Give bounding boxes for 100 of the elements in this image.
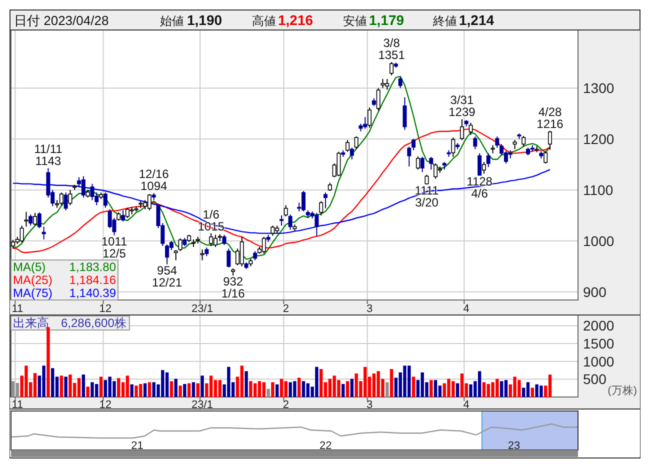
candlestick bbox=[174, 250, 178, 261]
bar bbox=[548, 374, 552, 397]
bar bbox=[130, 384, 134, 397]
y-tick-label: 2000 bbox=[583, 318, 614, 334]
bar bbox=[178, 386, 182, 397]
candlestick bbox=[64, 192, 68, 211]
candlestick bbox=[368, 106, 372, 128]
candlestick bbox=[253, 250, 258, 261]
annotation: 12/16 1094 bbox=[138, 167, 170, 194]
candlestick bbox=[429, 156, 434, 170]
bar bbox=[434, 380, 438, 397]
annotation: 932 1/16 bbox=[221, 274, 246, 301]
annotation: 1128 4/6 bbox=[466, 174, 493, 201]
candlestick bbox=[478, 152, 482, 176]
bar bbox=[271, 382, 274, 397]
candlestick bbox=[402, 96, 407, 130]
x-tick-label: 2 bbox=[282, 399, 289, 411]
candlestick bbox=[200, 249, 204, 261]
bar bbox=[64, 376, 68, 397]
bar bbox=[460, 373, 464, 397]
x-tick-label: 23/1 bbox=[192, 303, 213, 315]
bar bbox=[504, 380, 508, 397]
bar bbox=[244, 371, 248, 397]
x-tick-label: 3 bbox=[366, 399, 373, 411]
candlestick bbox=[390, 62, 394, 76]
bar bbox=[526, 382, 530, 397]
candlestick bbox=[416, 156, 420, 170]
x-tick-label: 22 bbox=[319, 440, 332, 452]
x-tick-label: 11 bbox=[12, 399, 24, 411]
bar bbox=[430, 380, 433, 397]
bar bbox=[262, 382, 266, 397]
bar bbox=[372, 373, 376, 397]
bar bbox=[276, 384, 279, 397]
y-tick-label: 1300 bbox=[583, 80, 614, 96]
bar bbox=[60, 376, 64, 397]
y-axis-title: (万株) bbox=[608, 384, 637, 397]
candlestick bbox=[451, 136, 456, 158]
bar bbox=[86, 386, 90, 397]
x-tick-label: 11 bbox=[12, 303, 24, 315]
text: 1,216 bbox=[278, 12, 314, 28]
text: 安値 bbox=[343, 14, 367, 28]
candlestick bbox=[42, 226, 46, 240]
x-tick-label: 23 bbox=[508, 440, 520, 452]
bar bbox=[249, 381, 252, 397]
candlestick bbox=[20, 225, 24, 243]
candlestick bbox=[522, 135, 526, 148]
candlestick bbox=[59, 192, 64, 206]
candlestick bbox=[336, 151, 341, 177]
bar bbox=[183, 384, 186, 397]
text: 終値 bbox=[432, 14, 457, 28]
y-tick-label: 900 bbox=[583, 284, 607, 300]
y-tick-label: 1500 bbox=[583, 336, 614, 352]
bar bbox=[478, 371, 482, 397]
candlestick bbox=[350, 147, 354, 160]
x-tick-label: 4 bbox=[463, 303, 470, 315]
candlestick bbox=[424, 174, 429, 185]
candlestick bbox=[240, 236, 244, 267]
x-tick-label: 12 bbox=[99, 303, 112, 315]
text: 1,214 bbox=[459, 12, 494, 28]
bar bbox=[284, 381, 288, 397]
bar bbox=[346, 381, 350, 397]
bar bbox=[11, 381, 15, 397]
candlestick bbox=[24, 211, 28, 228]
bar bbox=[200, 376, 204, 397]
bar bbox=[412, 376, 416, 397]
candlestick bbox=[284, 204, 288, 217]
text: 1,190 bbox=[187, 12, 222, 28]
x-tick-label: 21 bbox=[131, 440, 144, 452]
bar bbox=[143, 383, 147, 397]
bar bbox=[90, 382, 94, 397]
candlestick bbox=[482, 161, 486, 174]
candlestick bbox=[165, 244, 170, 265]
candlestick bbox=[495, 136, 500, 148]
bar bbox=[174, 378, 178, 397]
candlestick bbox=[178, 238, 182, 252]
annotation: 11/11 1143 bbox=[34, 142, 63, 168]
bar bbox=[390, 369, 394, 397]
annotation: 1011 12/5 bbox=[101, 234, 128, 260]
series-label: MA(5) bbox=[13, 260, 46, 274]
text: 1,179 bbox=[369, 12, 404, 28]
candlestick bbox=[209, 232, 214, 246]
annotation: 1,140.39 bbox=[69, 286, 116, 300]
candlestick bbox=[407, 146, 412, 168]
candlestick bbox=[37, 212, 42, 229]
annotation: 3/8 1351 bbox=[378, 36, 406, 62]
text: 日付 2023/04/28 bbox=[14, 13, 109, 28]
bar bbox=[46, 327, 50, 397]
bar bbox=[266, 388, 270, 397]
bar bbox=[42, 366, 46, 397]
bar bbox=[165, 372, 169, 397]
bar bbox=[209, 376, 213, 397]
x-tick-label: 23/1 bbox=[192, 399, 213, 411]
line-series bbox=[12, 169, 551, 234]
x-tick-label: 4 bbox=[463, 399, 470, 411]
bar bbox=[170, 381, 174, 397]
bar bbox=[328, 378, 332, 397]
text: MA(75) bbox=[13, 286, 52, 300]
bar bbox=[306, 383, 310, 397]
x-tick-label: 3 bbox=[366, 303, 373, 315]
bar bbox=[68, 374, 72, 397]
